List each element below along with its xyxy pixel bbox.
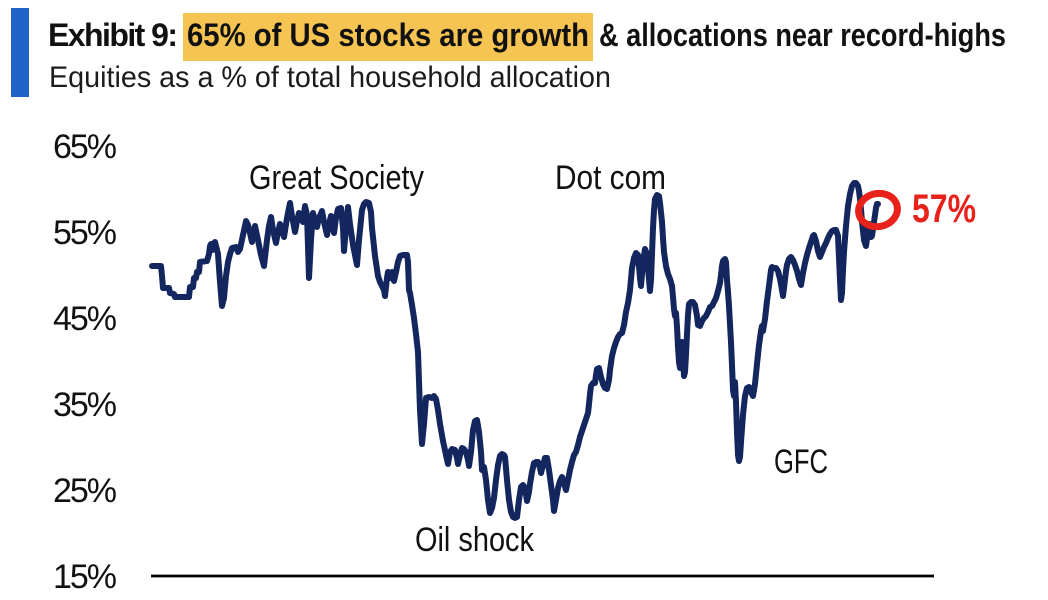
svg-text:Great Society: Great Society: [249, 159, 424, 197]
svg-text:25%: 25%: [53, 472, 117, 510]
svg-text:65% of US stocks are growth: 65% of US stocks are growth: [187, 17, 589, 53]
svg-text:65%: 65%: [53, 128, 117, 166]
svg-text:55%: 55%: [53, 214, 117, 252]
svg-text:Equities as a % of total house: Equities as a % of total household alloc…: [49, 61, 611, 94]
svg-text:GFC: GFC: [774, 443, 828, 481]
svg-text:Dot com: Dot com: [555, 159, 666, 197]
svg-text:Oil shock: Oil shock: [415, 521, 535, 559]
svg-text:Exhibit 9:: Exhibit 9:: [48, 17, 178, 53]
svg-text:57%: 57%: [912, 187, 976, 231]
svg-text:15%: 15%: [53, 558, 117, 596]
svg-text:35%: 35%: [53, 386, 117, 424]
svg-text:& allocations near record-high: & allocations near record-highs: [599, 17, 1006, 53]
svg-text:45%: 45%: [53, 300, 117, 338]
